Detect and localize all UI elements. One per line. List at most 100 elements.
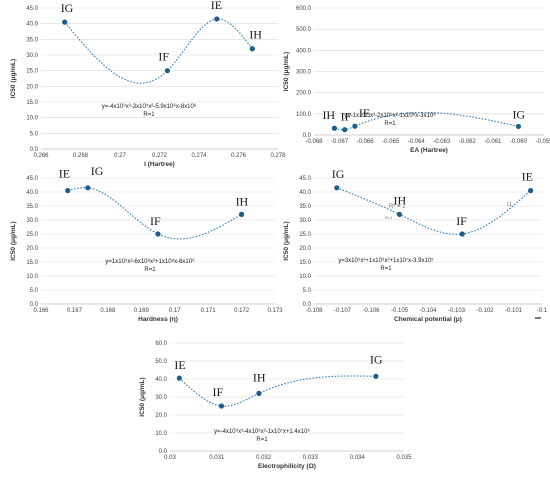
point-label-ie: IE <box>59 167 70 181</box>
y-tick-label: 30.0 <box>299 218 311 224</box>
r-value: R=1 <box>144 267 156 273</box>
x-tick-label: -0.062 <box>459 139 477 145</box>
y-tick-label: 40.0 <box>26 190 38 196</box>
data-point-ie <box>214 16 220 22</box>
point-label-ig: IG <box>370 352 383 366</box>
x-tick-label: 0.168 <box>100 308 116 314</box>
point-label-if: IF <box>456 214 467 228</box>
x-tick-label: -0.107 <box>334 308 352 314</box>
point-label-ig: IG <box>332 167 345 181</box>
chart-panel-5: 0.0 10.0 20.0 30.0 40.0 50.0 60.0 0.03 0.031 0.03… <box>139 341 412 470</box>
x-axis-title: Chemical potential (μ) <box>394 316 462 323</box>
r-value: R=1 <box>380 266 392 272</box>
data-point-ig <box>515 123 522 130</box>
point-label-ig: IG <box>91 164 104 178</box>
x-tick-label: 0.166 <box>33 308 49 314</box>
y-tick-label: 45.0 <box>26 6 38 12</box>
y-tick-label: 15.0 <box>26 100 38 106</box>
y-tick-label: 200.0 <box>296 91 312 97</box>
y-tick-label: 5.0 <box>30 131 39 137</box>
x-tick-label: -0.108 <box>305 308 323 314</box>
trendline-equation: y=-1x10¹⁰x³-2x10⁹x²-1x10⁸x-3x10⁶ <box>344 112 436 119</box>
y-tick-label: 40.0 <box>299 190 311 196</box>
x-tick-label: 0.268 <box>73 153 89 159</box>
chart-annotation: I1 <box>507 202 513 208</box>
point-label-if: IF <box>341 110 352 124</box>
y-tick-label: 15.0 <box>26 260 38 266</box>
y-tick-label: 10.0 <box>26 116 38 122</box>
x-tick-label: 0.03 <box>164 455 176 461</box>
y-tick-label: 40.0 <box>26 22 38 28</box>
y-tick-label: 25.0 <box>299 232 311 238</box>
y-tick-label: 30.0 <box>26 53 38 59</box>
x-tick-label: 0.031 <box>209 455 225 461</box>
y-tick-label: 100.0 <box>296 112 312 118</box>
x-tick-label: 0.276 <box>231 153 247 159</box>
x-tick-label: -0.104 <box>419 308 437 314</box>
y-axis-title: IC50 (μg/mL) <box>283 52 290 91</box>
x-tick-label: 0.17 <box>169 308 181 314</box>
trendline-equation: y=3x10⁹x³+1x10⁹x²+1x10⁷x-3.9x10⁵ <box>338 257 434 264</box>
x-tick-label: 0.167 <box>67 308 83 314</box>
y-tick-label: 25.0 <box>26 69 38 75</box>
x-tick-label: -0.061 <box>484 139 502 145</box>
y-tick-label: 20.0 <box>299 246 311 252</box>
y-axis-title: IC50 (μg/mL) <box>10 59 17 98</box>
chart-panel-4: 0.0 5.0 10.0 15.0 20.0 25.0 30.0 35.0 40.0 45.0 -0… <box>283 167 548 323</box>
x-tick-label: -0.106 <box>362 308 380 314</box>
x-tick-label: -0.068 <box>305 139 323 145</box>
data-point-ie <box>65 188 71 194</box>
y-tick-label: 10.0 <box>155 431 167 437</box>
x-tick-label: -0.063 <box>433 139 451 145</box>
polynomial-trendline <box>67 187 242 240</box>
point-label-if: IF <box>212 385 223 399</box>
data-point-if <box>155 231 161 237</box>
x-tick-label: 0.272 <box>152 153 168 159</box>
x-tick-label: -0.103 <box>448 308 466 314</box>
x-tick-label: 0.035 <box>396 455 412 461</box>
point-label-ih: IH <box>394 193 407 207</box>
y-tick-label: 300.0 <box>296 70 312 76</box>
x-tick-label: 0.173 <box>267 308 283 314</box>
y-tick-label: 10.0 <box>299 274 311 280</box>
x-tick-label: -0.065 <box>382 139 400 145</box>
trendline-equation: y=1x10⁹x³-6x10⁸x²+1x10⁸x-6x10⁶ <box>105 258 195 265</box>
y-tick-label: 0.0 <box>30 302 39 308</box>
y-tick-label: 45.0 <box>26 176 38 182</box>
polynomial-trendline <box>178 375 376 407</box>
chart-panel-3: 0.0 5.0 10.0 15.0 20.0 25.0 30.0 35.0 40.0 45.0 0.… <box>10 164 283 323</box>
chart-annotation: R² = 1 <box>389 204 406 210</box>
x-tick-label: 0.034 <box>350 455 366 461</box>
x-tick-label: 0.032 <box>256 455 272 461</box>
data-point-if <box>459 231 465 237</box>
data-point-ih <box>249 46 255 52</box>
y-tick-label: 40.0 <box>155 377 167 383</box>
x-tick-label: -0.060 <box>510 139 528 145</box>
point-label-ie: IE <box>359 106 370 120</box>
data-point-ie <box>352 123 358 129</box>
y-tick-label: 35.0 <box>299 204 311 210</box>
data-point-ig <box>62 19 68 25</box>
chart-panel-1: 0.0 5.0 10.0 15.0 20.0 25.0 30.0 35.0 40.0 45.0 0.… <box>10 0 286 168</box>
x-tick-label: 0.274 <box>191 153 207 159</box>
x-tick-label: 0.033 <box>303 455 319 461</box>
x-axis-title: Electrophilicity (Ω) <box>258 463 316 470</box>
point-label-ig: IG <box>61 1 74 15</box>
point-label-ig: IG <box>512 107 525 121</box>
x-tick-label: 0.266 <box>33 153 49 159</box>
x-axis-title: Hardness (η) <box>138 316 178 323</box>
data-point-ie <box>176 375 182 381</box>
x-tick-label: -0.1 <box>537 308 548 314</box>
point-label-if: IF <box>150 214 161 228</box>
y-axis-title: IC50 (μg/mL) <box>139 377 146 416</box>
y-tick-label: 400.0 <box>296 48 312 54</box>
trendline-equation: y=-4x10⁹x³-4x10⁸x²-1x10⁷x+1.4x10⁵ <box>214 428 310 435</box>
y-tick-label: 20.0 <box>155 413 167 419</box>
x-tick-label: -0.102 <box>476 308 494 314</box>
x-tick-label: -0.067 <box>331 139 349 145</box>
y-tick-label: 35.0 <box>26 204 38 210</box>
point-label-ie: IE <box>522 170 533 184</box>
data-point-ih <box>331 125 338 131</box>
x-tick-label: 0.172 <box>234 308 250 314</box>
point-label-if: IF <box>158 50 169 64</box>
